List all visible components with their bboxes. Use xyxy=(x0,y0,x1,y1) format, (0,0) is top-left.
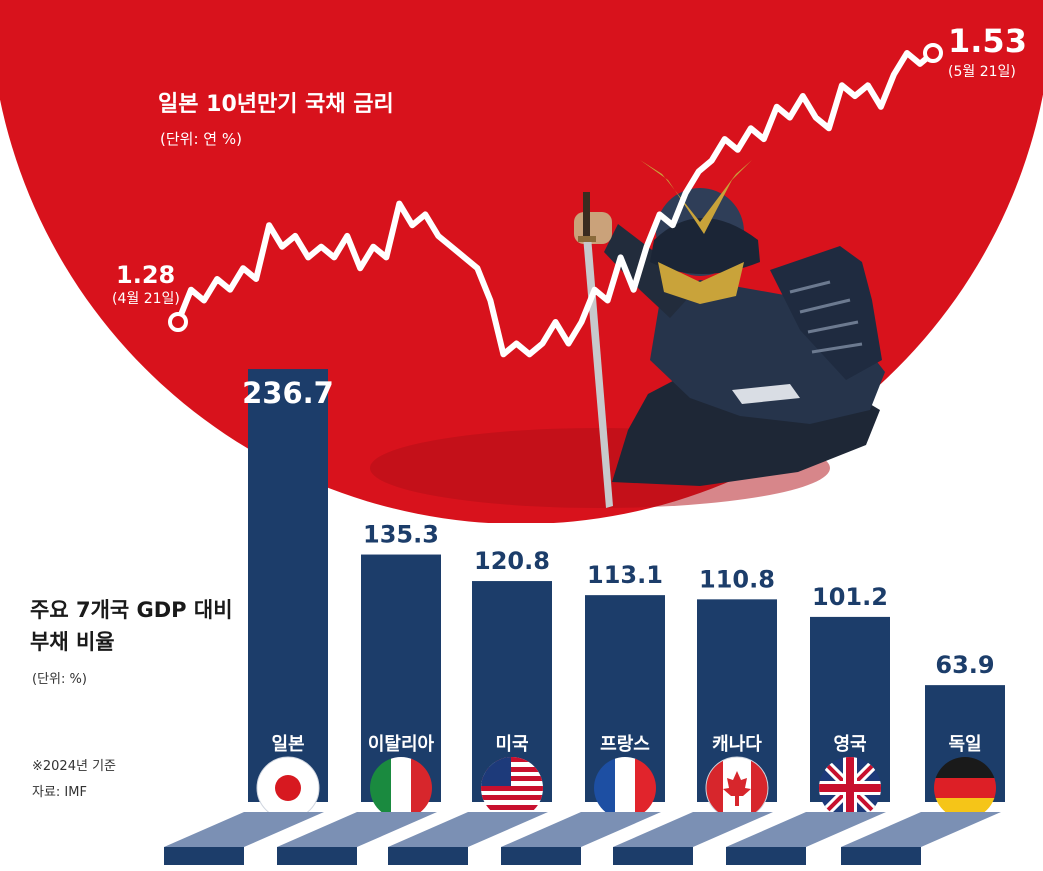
category-label-uk: 영국 xyxy=(833,734,866,755)
category-label-italy: 이탈리아 xyxy=(368,734,435,755)
debt-chart-source: 자료: IMF xyxy=(32,785,87,800)
germany-flag-icon xyxy=(934,757,996,819)
category-label-japan: 일본 xyxy=(271,734,304,755)
yield-line xyxy=(175,50,936,358)
platform-face-germany xyxy=(841,847,921,865)
platform-face-italy xyxy=(277,847,357,865)
debt-chart-note: ※2024년 기준 xyxy=(32,759,116,774)
category-label-canada: 캐나다 xyxy=(712,734,762,755)
category-label-france: 프랑스 xyxy=(600,734,650,755)
platform-face-usa xyxy=(388,847,468,865)
platform-face-japan xyxy=(164,847,244,865)
value-label-japan: 236.7 xyxy=(242,376,334,410)
value-label-germany: 63.9 xyxy=(935,651,994,679)
yield-start-date: (4월 21일) xyxy=(112,291,180,307)
yield-end-point xyxy=(923,43,943,63)
platform-slab-uk xyxy=(726,812,886,847)
value-label-france: 113.1 xyxy=(587,561,663,589)
yield-chart-unit: (단위: 연 %) xyxy=(160,130,242,148)
category-label-usa: 미국 xyxy=(495,734,528,755)
platform-slab-italy xyxy=(277,812,437,847)
category-label-germany: 독일 xyxy=(948,734,981,755)
canada-flag-icon xyxy=(705,756,769,820)
samurai-illustration xyxy=(574,160,885,508)
platform-slab-canada xyxy=(613,812,773,847)
platform-face-france xyxy=(501,847,581,865)
yield-start-value: 1.28 xyxy=(116,261,175,289)
japan-flag-icon xyxy=(256,756,320,820)
usa-flag-icon xyxy=(481,757,543,819)
platform-slab-usa xyxy=(388,812,548,847)
platform-slab-japan xyxy=(164,812,324,847)
bar-japan xyxy=(248,369,328,802)
yield-end-value: 1.53 xyxy=(948,22,1027,60)
platform-face-canada xyxy=(613,847,693,865)
value-label-canada: 110.8 xyxy=(699,565,775,593)
debt-chart-title: 주요 7개국 GDP 대비 부채 비율 xyxy=(30,598,233,654)
italy-flag-icon xyxy=(370,757,432,819)
debt-chart-unit: (단위: %) xyxy=(32,672,87,687)
platform-base xyxy=(164,812,1001,865)
yield-end-date: (5월 21일) xyxy=(948,64,1016,80)
value-label-usa: 120.8 xyxy=(474,547,550,575)
value-label-uk: 101.2 xyxy=(812,583,888,611)
uk-flag-icon xyxy=(819,757,881,819)
value-label-italy: 135.3 xyxy=(363,521,439,549)
france-flag-icon xyxy=(594,757,656,819)
platform-face-uk xyxy=(726,847,806,865)
yield-chart-title: 일본 10년만기 국채 금리 xyxy=(158,92,394,117)
platform-slab-germany xyxy=(841,812,1001,847)
yield-start-point xyxy=(168,312,188,332)
platform-slab-france xyxy=(501,812,661,847)
